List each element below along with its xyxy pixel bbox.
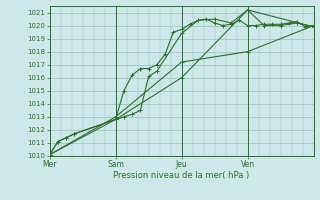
X-axis label: Pression niveau de la mer( hPa ): Pression niveau de la mer( hPa ) (114, 171, 250, 180)
